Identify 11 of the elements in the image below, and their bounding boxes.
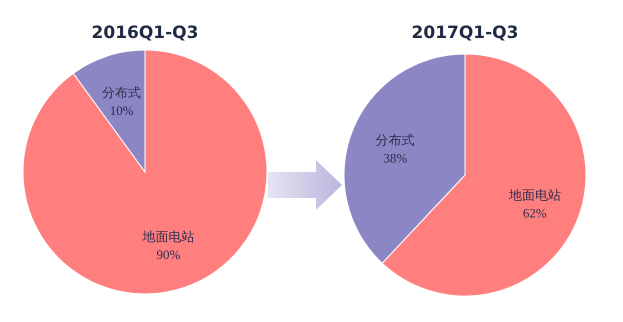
slice-label: 分布式 xyxy=(376,132,415,148)
slice-label: 地面电站 xyxy=(141,228,194,244)
pie-slice xyxy=(22,50,268,294)
data-label: 10% xyxy=(110,103,134,118)
chart-title: 2017Q1-Q3 xyxy=(412,23,518,43)
slice-label: 地面电站 xyxy=(508,188,561,203)
data-label: 62% xyxy=(522,206,547,221)
slice-label: 分布式 xyxy=(102,85,142,100)
data-label: 38% xyxy=(383,150,408,166)
chart-title: 2016Q1-Q3 xyxy=(92,23,198,43)
data-label: 90% xyxy=(156,246,180,262)
